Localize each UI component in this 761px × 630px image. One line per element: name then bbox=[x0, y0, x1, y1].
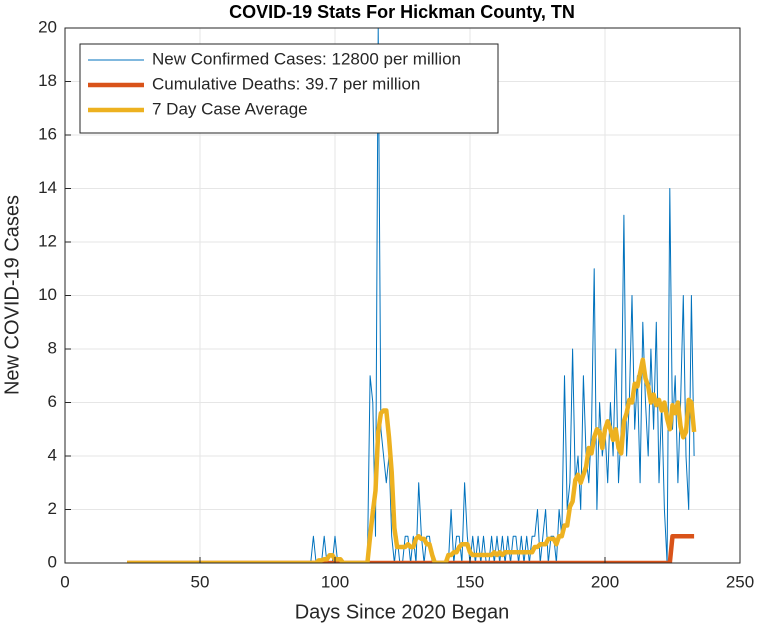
series-line bbox=[127, 28, 695, 563]
y-tick-label: 8 bbox=[48, 338, 57, 357]
lines bbox=[127, 28, 697, 563]
x-tick-label: 50 bbox=[191, 572, 210, 591]
x-tick-label: 200 bbox=[591, 572, 619, 591]
y-tick-label: 14 bbox=[38, 178, 57, 197]
legend: New Confirmed Cases: 12800 per million Cu… bbox=[79, 43, 499, 134]
x-axis-label: Days Since 2020 Began bbox=[295, 601, 510, 623]
y-tick-label: 12 bbox=[38, 231, 57, 250]
legend-label: Cumulative Deaths: 39.7 per million bbox=[152, 74, 420, 93]
legend-box bbox=[79, 43, 499, 134]
y-tick-label: 2 bbox=[48, 499, 57, 518]
y-tick-label: 10 bbox=[38, 285, 57, 304]
y-tick-label: 4 bbox=[48, 445, 57, 464]
x-tick-label: 100 bbox=[321, 572, 349, 591]
chart-title: COVID-19 Stats For Hickman County, TN bbox=[229, 2, 575, 22]
x-tick-label: 150 bbox=[456, 572, 484, 591]
y-tick-label: 6 bbox=[48, 392, 57, 411]
y-tick-label: 18 bbox=[38, 71, 57, 90]
y-tick-label: 20 bbox=[38, 17, 57, 36]
x-tick-label: 0 bbox=[60, 572, 69, 591]
y-tick-label: 16 bbox=[38, 124, 57, 143]
x-tick-label: 250 bbox=[726, 572, 754, 591]
y-tick-label: 0 bbox=[48, 552, 57, 571]
y-axis-label: New COVID-19 Cases bbox=[1, 195, 23, 395]
legend-label: 7 Day Case Average bbox=[152, 99, 308, 118]
legend-label: New Confirmed Cases: 12800 per million bbox=[152, 49, 461, 68]
series-line bbox=[127, 357, 697, 563]
